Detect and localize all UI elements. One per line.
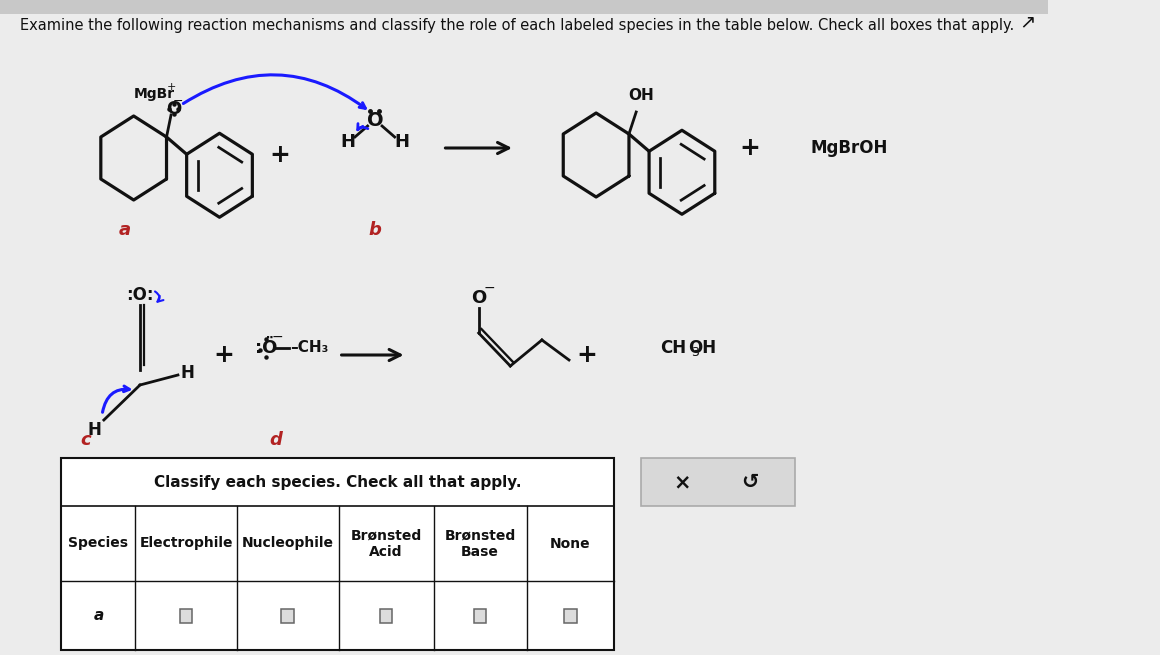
Text: Examine the following reaction mechanisms and classify the role of each labeled : Examine the following reaction mechanism…: [20, 18, 1014, 33]
Text: ×: ×: [673, 472, 690, 492]
Text: H: H: [180, 364, 194, 382]
Text: c: c: [80, 431, 92, 449]
Text: H: H: [88, 421, 102, 439]
Text: +: +: [213, 343, 234, 367]
Text: +: +: [269, 143, 290, 167]
Text: +: +: [577, 343, 597, 367]
Text: Brønsted
Acid: Brønsted Acid: [350, 529, 422, 559]
Text: MgBrOH: MgBrOH: [811, 139, 887, 157]
Text: +: +: [167, 82, 176, 92]
Bar: [61, 458, 614, 650]
Text: None: None: [550, 536, 590, 550]
Text: Species: Species: [68, 536, 129, 550]
Text: −: −: [484, 281, 495, 295]
Text: O: O: [166, 100, 181, 118]
Text: b: b: [369, 221, 382, 239]
Text: Brønsted
Base: Brønsted Base: [444, 529, 516, 559]
Text: MgBr: MgBr: [133, 87, 174, 101]
Text: O: O: [367, 111, 383, 130]
Text: ↗: ↗: [1020, 12, 1036, 31]
Text: Nucleophile: Nucleophile: [241, 536, 334, 550]
Text: −: −: [173, 94, 183, 107]
Text: a: a: [93, 608, 103, 623]
Text: :O:: :O:: [126, 286, 154, 304]
Text: −: −: [271, 330, 283, 344]
Text: H: H: [394, 133, 409, 151]
Bar: [282, 608, 293, 622]
Bar: [564, 608, 577, 622]
Text: –CH₃: –CH₃: [290, 341, 328, 356]
Text: +: +: [739, 136, 760, 160]
Bar: [0, 0, 1047, 14]
Text: 3: 3: [690, 346, 698, 360]
Bar: [473, 608, 486, 622]
Text: d: d: [269, 431, 282, 449]
Text: :Ö: :Ö: [255, 339, 277, 357]
Text: a: a: [118, 221, 131, 239]
Bar: [641, 458, 795, 506]
Text: Classify each species. Check all that apply.: Classify each species. Check all that ap…: [154, 474, 522, 489]
Text: CH: CH: [660, 339, 686, 357]
Bar: [379, 608, 392, 622]
Text: ↺: ↺: [741, 472, 759, 492]
Text: OH: OH: [628, 88, 653, 103]
Text: Electrophile: Electrophile: [139, 536, 233, 550]
Text: OH: OH: [689, 339, 717, 357]
Bar: [180, 608, 193, 622]
Text: H: H: [340, 133, 355, 151]
Text: O: O: [471, 289, 486, 307]
